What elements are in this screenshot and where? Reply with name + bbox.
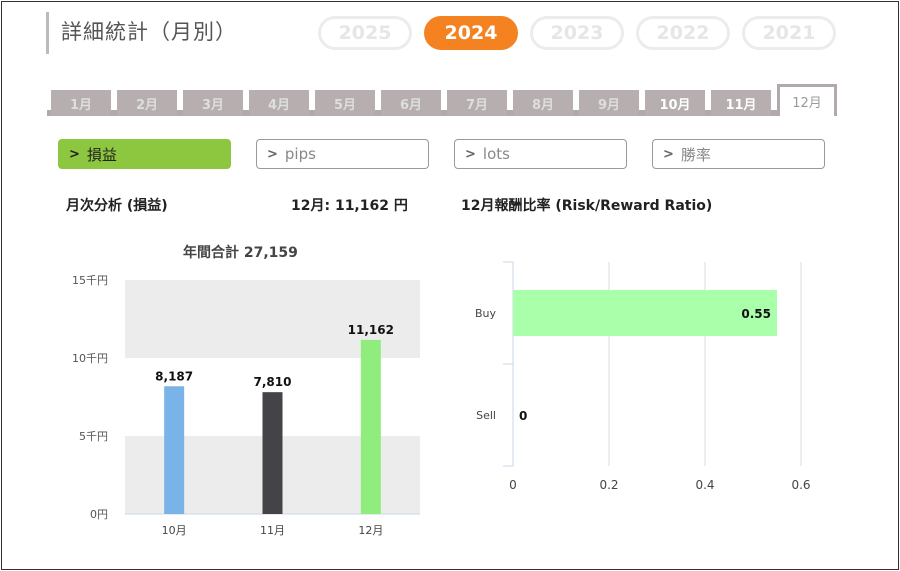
metric-label: lots <box>482 145 510 163</box>
chevron-right-icon: > <box>465 146 476 162</box>
year-selector: 2025 2024 2023 2022 2021 <box>318 16 848 50</box>
bar-data-label: 0 <box>519 409 527 423</box>
year-tab-2024[interactable]: 2024 <box>424 16 518 50</box>
y-tick-label: 10千円 <box>72 352 108 365</box>
month-tab-1[interactable]: 1月 <box>51 90 111 116</box>
metric-label: pips <box>284 145 316 163</box>
y-tick-label: 0円 <box>90 508 108 521</box>
month-tabs-baseline <box>47 110 837 116</box>
bar-data-label: 7,810 <box>254 375 292 389</box>
month-tab-5[interactable]: 5月 <box>315 90 375 116</box>
x-tick-label: 0 <box>509 478 517 492</box>
page-title: 詳細統計（月別） <box>61 20 237 44</box>
month-tab-11[interactable]: 11月 <box>711 90 771 116</box>
bar-data-label: 8,187 <box>155 369 193 383</box>
bar <box>262 392 283 514</box>
bar <box>360 339 381 514</box>
x-tick-label: 12月 <box>358 524 383 537</box>
annual-total: 年間合計 27,159 <box>183 245 298 261</box>
year-tab-2023[interactable]: 2023 <box>530 16 624 50</box>
year-tab-2025[interactable]: 2025 <box>318 16 412 50</box>
chevron-right-icon: > <box>69 146 80 162</box>
month-tab-2[interactable]: 2月 <box>117 90 177 116</box>
month-tab-4[interactable]: 4月 <box>249 90 309 116</box>
month-tab-9[interactable]: 9月 <box>579 90 639 116</box>
metric-button-pips[interactable]: > pips <box>256 139 429 169</box>
month-tab-8[interactable]: 8月 <box>513 90 573 116</box>
metric-button-win-rate[interactable]: > 勝率 <box>652 139 825 169</box>
metric-selector: > 損益 > pips > lots > 勝率 <box>58 139 850 169</box>
bar-data-label: 0.55 <box>741 307 771 321</box>
month-tab-12[interactable]: 12月 <box>777 84 837 116</box>
year-tab-2021[interactable]: 2021 <box>742 16 836 50</box>
monthly-analysis-label: 月次分析 (損益) <box>66 198 168 214</box>
x-tick-label: 0.6 <box>791 478 810 492</box>
page-title-bar: 詳細統計（月別） <box>46 12 237 54</box>
month-tab-10[interactable]: 10月 <box>645 90 705 116</box>
bar-data-label: 11,162 <box>348 323 394 337</box>
year-tab-2022[interactable]: 2022 <box>636 16 730 50</box>
metric-label: 勝率 <box>680 145 711 164</box>
chevron-right-icon: > <box>267 146 278 162</box>
month-tabs: 1月 2月 3月 4月 5月 6月 7月 8月 9月 10月 11月 12月 <box>51 84 843 116</box>
y-tick-label: Buy <box>475 307 497 320</box>
x-tick-label: 11月 <box>260 524 285 537</box>
bar <box>164 386 185 514</box>
metric-label: 損益 <box>86 145 117 164</box>
bar <box>513 290 777 336</box>
month-tab-3[interactable]: 3月 <box>183 90 243 116</box>
y-tick-label: 15千円 <box>72 274 108 287</box>
x-tick-label: 10月 <box>162 524 187 537</box>
month-profit-value: 12月: 11,162 円 <box>291 198 408 214</box>
y-tick-label: 5千円 <box>79 430 108 443</box>
y-tick-label: Sell <box>476 409 496 422</box>
chevron-right-icon: > <box>663 146 674 162</box>
x-tick-label: 0.4 <box>695 478 714 492</box>
risk-reward-label: 12月報酬比率 (Risk/Reward Ratio) <box>461 198 713 214</box>
x-tick-label: 0.2 <box>599 478 618 492</box>
month-tab-6[interactable]: 6月 <box>381 90 441 116</box>
metric-button-profit[interactable]: > 損益 <box>58 139 231 169</box>
month-tab-7[interactable]: 7月 <box>447 90 507 116</box>
metric-button-lots[interactable]: > lots <box>454 139 627 169</box>
